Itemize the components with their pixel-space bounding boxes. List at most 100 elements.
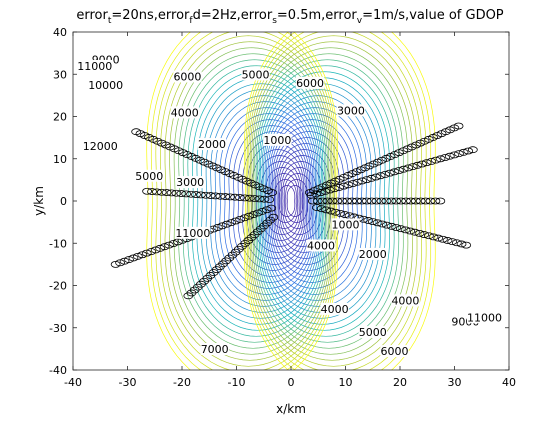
gdop-marker xyxy=(395,225,406,233)
x-tick-label: -20 xyxy=(173,376,191,389)
contour-label: 11000 xyxy=(467,311,502,324)
gdop-marker xyxy=(230,193,240,201)
gdop-marker xyxy=(425,197,436,205)
contour-line xyxy=(274,179,297,223)
gdop-marker xyxy=(376,197,387,205)
contour-line xyxy=(237,131,309,271)
gdop-marker xyxy=(454,150,464,158)
gdop-marker xyxy=(321,206,332,214)
contour-label: 1000 xyxy=(332,218,360,231)
contour-label: 3000 xyxy=(176,176,204,189)
gdop-marker xyxy=(435,197,446,205)
gdop-marker xyxy=(312,204,322,211)
contour-label-bg xyxy=(306,239,336,252)
contour-line xyxy=(257,65,395,337)
gdop-marker xyxy=(412,161,423,169)
contour-line xyxy=(233,125,310,277)
contour-label-bg xyxy=(82,140,118,153)
gdop-marker xyxy=(307,197,318,205)
contour-line xyxy=(279,155,327,247)
gdop-marker xyxy=(264,196,275,203)
contour-label-bg xyxy=(173,70,202,83)
gdop-marker xyxy=(437,235,448,243)
gdop-marker xyxy=(456,240,467,248)
gdop-marker xyxy=(352,197,362,205)
gdop-marker xyxy=(156,188,167,196)
gdop-marker xyxy=(176,190,187,197)
gdop-marker xyxy=(398,165,409,173)
gdop-marker xyxy=(361,197,372,205)
gdop-marker xyxy=(210,192,221,200)
contour-label-bg xyxy=(331,218,360,231)
gdop-marker xyxy=(403,164,414,172)
gdop-marker xyxy=(409,228,420,236)
contour-label: 10000 xyxy=(88,79,123,92)
y-tick-label: -40 xyxy=(49,364,67,377)
contour-line xyxy=(150,32,337,370)
contour-label: 5000 xyxy=(359,326,387,339)
plot-area xyxy=(73,32,509,370)
gdop-marker xyxy=(356,197,367,205)
x-tick-label: -40 xyxy=(64,376,82,389)
gdop-marker xyxy=(327,197,338,205)
contour-label: 1000 xyxy=(263,134,291,147)
gdop-marker xyxy=(326,207,336,215)
gdop-marker xyxy=(458,148,469,156)
gdop-marker xyxy=(372,219,383,227)
contour-label: 2000 xyxy=(359,248,387,261)
x-tick-label: 0 xyxy=(288,376,295,389)
gdop-marker xyxy=(380,171,391,178)
contour-line xyxy=(173,47,330,355)
gdop-marker xyxy=(325,186,335,194)
gdop-marker xyxy=(352,178,363,186)
gdop-marker xyxy=(371,173,381,181)
gdop-marker xyxy=(433,234,444,242)
contour-line xyxy=(160,32,334,370)
contour-label-bg xyxy=(88,78,124,91)
contour-label-bg xyxy=(241,68,270,81)
gdop-marker xyxy=(142,187,153,195)
gdop-marker xyxy=(453,122,464,130)
gdop-marker xyxy=(334,184,345,191)
gdop-marker xyxy=(431,156,441,164)
gdop-marker xyxy=(147,188,157,195)
gdop-marker xyxy=(367,218,378,226)
title-subscript: t xyxy=(108,16,112,26)
x-tick-label: 40 xyxy=(502,376,516,389)
contour-line xyxy=(248,32,422,370)
gdop-marker xyxy=(220,193,231,200)
gdop-marker xyxy=(381,197,392,205)
gdop-marker xyxy=(430,197,441,205)
gdop-marker xyxy=(391,197,402,205)
y-tick-label: -30 xyxy=(49,322,67,335)
contour-label-bg xyxy=(170,106,199,119)
contour-line xyxy=(264,95,372,307)
contour-label: 3000 xyxy=(337,104,365,117)
gdop-marker xyxy=(394,167,404,174)
contour-line xyxy=(251,41,413,361)
gdop-marker xyxy=(335,210,346,217)
contour-label: 12000 xyxy=(83,140,118,153)
contour-label: 4000 xyxy=(307,239,335,252)
gdop-marker xyxy=(249,195,260,202)
y-tick-label: 0 xyxy=(60,195,67,208)
gdop-marker xyxy=(396,197,406,205)
title-segment: =1m/s,value of GDOP xyxy=(362,8,504,23)
gdop-marker xyxy=(317,197,328,205)
contour-label-bg xyxy=(391,294,420,307)
gdop-marker xyxy=(131,128,142,136)
y-axis-label: y/km xyxy=(32,186,46,216)
x-tick-label: 20 xyxy=(393,376,407,389)
title-subscript: f xyxy=(189,16,193,26)
gdop-marker xyxy=(342,197,353,205)
contour-line xyxy=(267,107,363,295)
gdop-marker xyxy=(171,189,182,197)
gdop-marker xyxy=(254,195,265,203)
y-tick-label: 30 xyxy=(53,68,67,81)
gdop-marker xyxy=(463,147,474,155)
contour-label-bg xyxy=(358,326,387,339)
gdop-marker xyxy=(405,227,416,235)
gdop-marker xyxy=(330,208,341,216)
gdop-marker xyxy=(371,197,382,205)
title-subscript: v xyxy=(357,16,363,26)
